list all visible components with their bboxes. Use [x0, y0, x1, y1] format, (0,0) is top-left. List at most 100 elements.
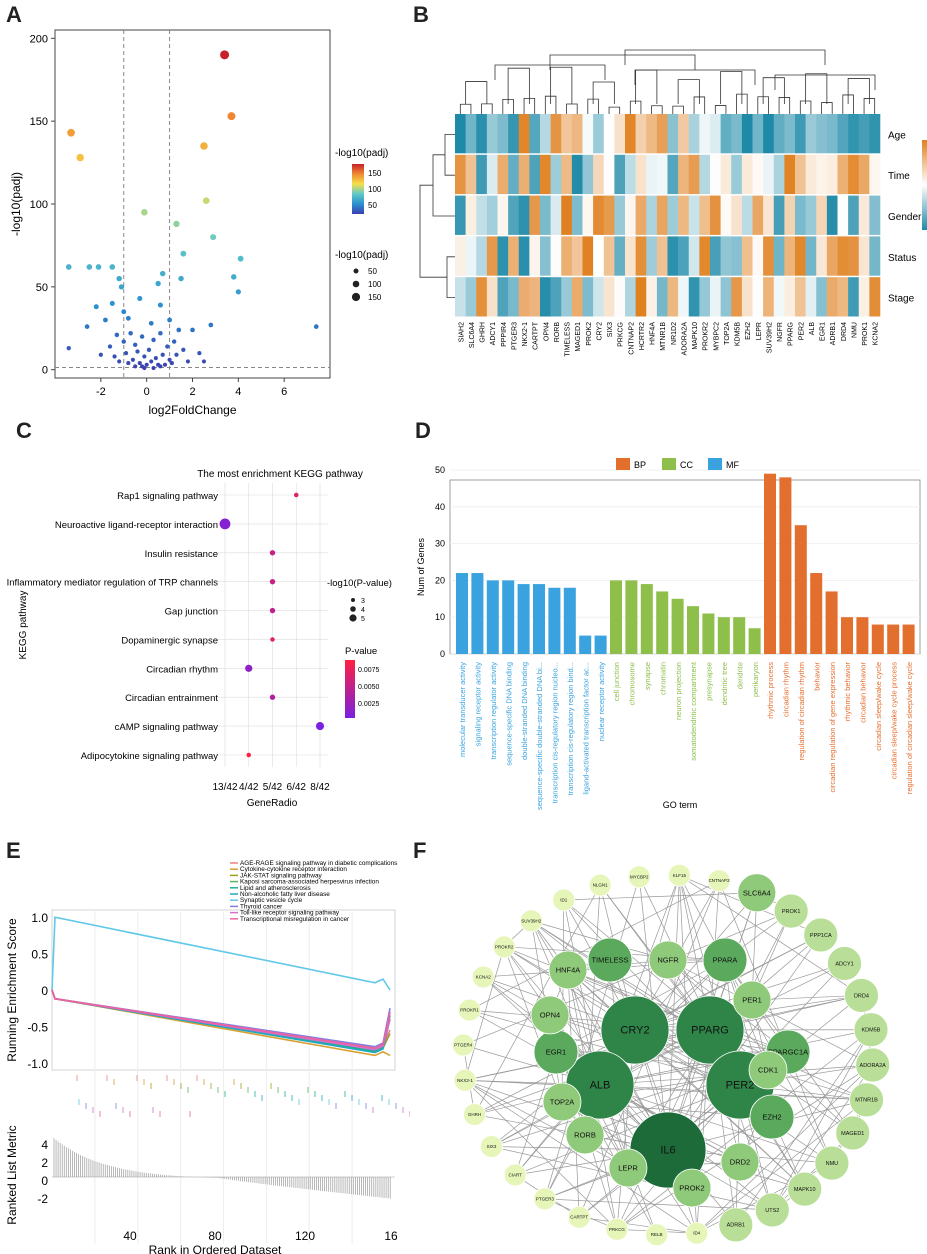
col-dendro-link	[714, 105, 727, 114]
node-label: NKX2-1	[457, 1078, 473, 1083]
legend-label: Non-alcoholic fatty liver disease	[240, 891, 330, 898]
size-legend-dot	[351, 292, 361, 302]
col-dendro-link	[635, 69, 658, 104]
network-edge	[667, 959, 873, 1066]
heatmap-cell	[688, 236, 700, 276]
go-term-label: circadian behavior	[859, 662, 868, 723]
heatmap-cell	[593, 236, 605, 276]
node-label: CARTPT	[570, 1215, 588, 1220]
node-label: PTGER3	[536, 1196, 555, 1201]
heatmap-cell	[561, 195, 573, 235]
plot-frame	[54, 29, 331, 379]
heatmap-cell	[518, 114, 530, 154]
node-label: HNF4A	[556, 966, 581, 975]
network-edge	[464, 1079, 629, 1169]
go-term-label: molecular transducer activity	[458, 662, 467, 757]
go-term-label: nuclear receptor activity	[597, 662, 606, 741]
pathway-bubble	[269, 607, 276, 614]
heatmap-cell	[741, 195, 753, 235]
heatmap-cell	[476, 236, 488, 276]
heatmap-cell	[837, 195, 849, 235]
color-legend-tick: 100	[368, 185, 382, 194]
data-point	[167, 357, 172, 362]
go-bar	[486, 580, 499, 654]
go-bar	[502, 580, 515, 654]
network-edge	[735, 1029, 872, 1226]
legend-label: Kaposi sarcoma-associated herpesvirus in…	[240, 879, 379, 886]
node-label: ADCY1	[835, 961, 853, 967]
network-node	[835, 1115, 871, 1151]
y-tick-label: 50	[36, 282, 48, 294]
heatmap-cell	[848, 277, 860, 317]
go-bar	[702, 613, 715, 654]
heatmap-cell	[720, 236, 732, 276]
go-bar	[887, 624, 900, 654]
heatmap-cell	[497, 277, 509, 317]
heatmap-cell	[741, 236, 753, 276]
column-label: PPPIR4	[501, 322, 508, 347]
heatmap-cell	[678, 154, 690, 195]
data-point	[158, 330, 163, 336]
go-bar	[856, 617, 869, 654]
go-term-label: circadian sleep/wake cycle process	[889, 662, 898, 779]
go-term-label: regulation of circadian rhythm	[797, 662, 806, 760]
network-node	[748, 1050, 788, 1090]
network-node	[480, 1135, 503, 1158]
legend-swatch	[708, 458, 722, 470]
y-tick-label: 200	[30, 33, 48, 45]
data-point	[148, 320, 154, 326]
heatmap-cell	[784, 236, 796, 276]
data-point	[65, 264, 72, 270]
y-axis-label: -log10(padj)	[9, 172, 23, 236]
data-point	[142, 354, 147, 359]
network-edge	[469, 1009, 741, 1086]
heatmap-cell	[720, 277, 732, 317]
heatmap-cell	[816, 277, 828, 317]
heatmap-cell	[540, 236, 551, 276]
column-label: ADRB1	[830, 322, 837, 345]
data-point	[141, 209, 148, 216]
heatmap-cell	[646, 114, 658, 154]
row-dendro-link	[419, 184, 447, 278]
heatmap-cell	[678, 277, 690, 317]
heatmap-cell	[497, 236, 509, 276]
data-point	[123, 351, 129, 356]
legend-swatch	[662, 458, 676, 470]
network-edge	[463, 910, 792, 1046]
network-node	[718, 1207, 754, 1243]
data-point	[157, 302, 163, 308]
column-label: OPN4	[543, 322, 550, 341]
legend-label: JAK-STAT signaling pathway	[240, 872, 322, 879]
go-term-label: double-stranded DNA binding	[520, 662, 529, 760]
column-label: NR1D2	[671, 322, 678, 345]
heatmap-cell	[635, 236, 647, 276]
heatmap-cell	[497, 114, 509, 154]
go-bar	[671, 598, 684, 654]
node-label: IL6	[660, 1145, 675, 1157]
column-label: KDM5B	[735, 322, 742, 346]
heatmap-cell	[869, 114, 881, 154]
heatmap-cell	[763, 195, 775, 235]
pathway-label: Insulin resistance	[145, 549, 218, 560]
network-edge	[474, 884, 601, 1115]
x-tick-label: 6	[281, 386, 287, 398]
node-label: MAGED1	[841, 1131, 864, 1137]
heatmap-cell	[540, 154, 551, 195]
heatmap-cell	[699, 277, 711, 317]
heatmap-cell	[635, 277, 647, 317]
col-dendro-link	[624, 49, 826, 65]
heatmap-cell	[476, 195, 488, 235]
chart-title: The most enrichment KEGG pathway	[197, 469, 363, 480]
node-label: TIMELESS	[591, 956, 628, 965]
node-label: CIART	[509, 1173, 523, 1178]
heatmap-cell	[763, 277, 775, 317]
node-label: ID4	[693, 1231, 701, 1236]
column-label: PER2	[798, 322, 805, 340]
network-node	[565, 1115, 605, 1155]
col-dendro-link	[459, 103, 472, 114]
column-label: PTGER3	[511, 322, 518, 350]
y-tick-label: 100	[30, 199, 48, 211]
node-label: KCNA2	[476, 975, 492, 980]
heatmap-cell	[784, 277, 796, 317]
network-node	[542, 1082, 582, 1122]
